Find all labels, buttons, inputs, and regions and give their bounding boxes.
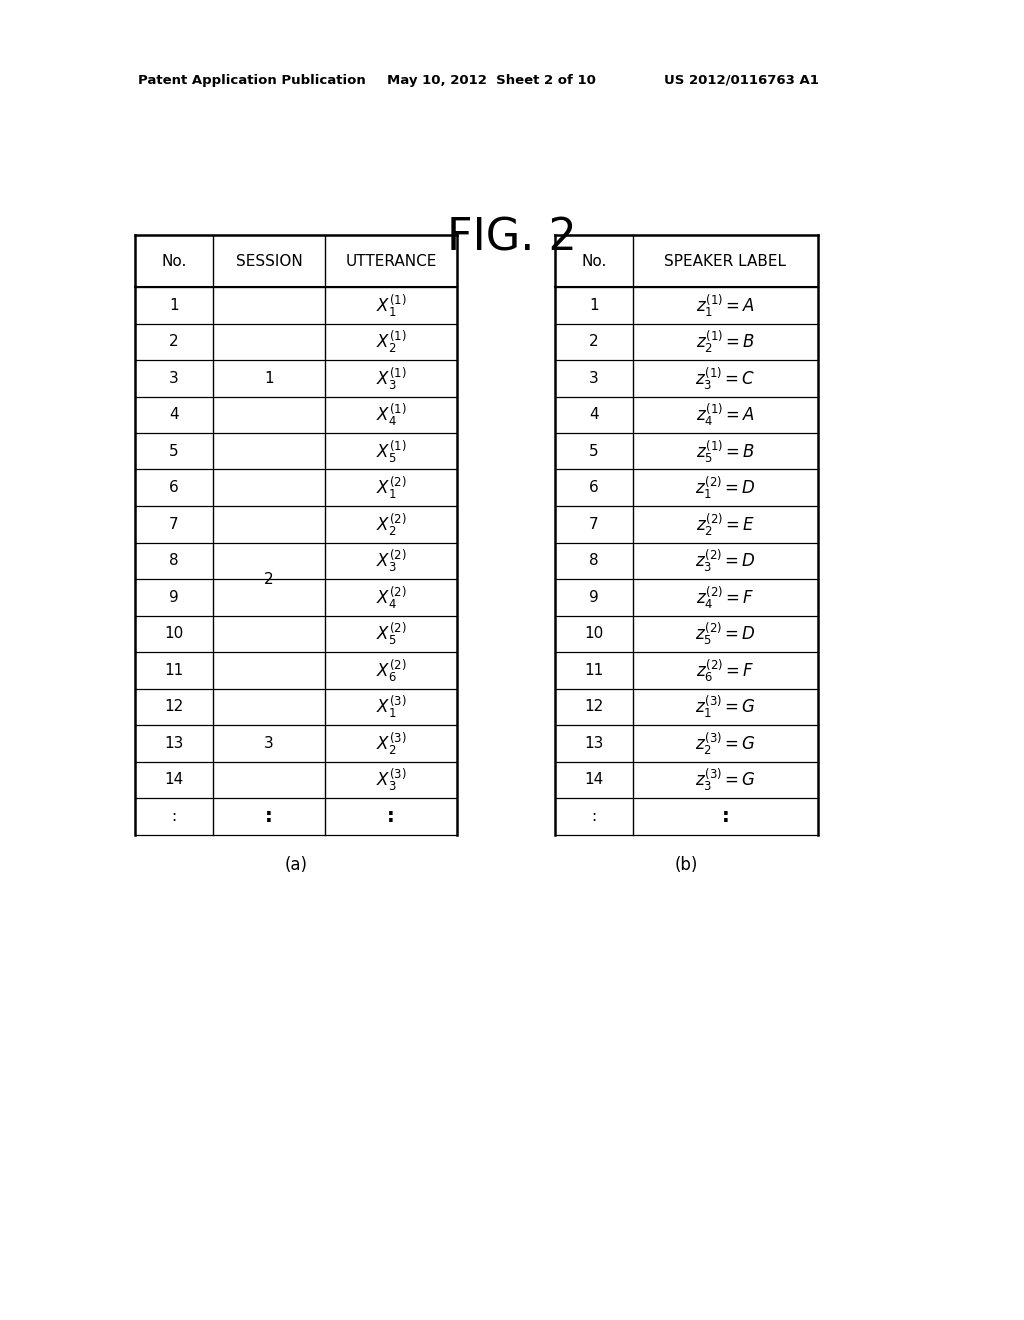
Text: $X_6^{(2)}$: $X_6^{(2)}$ [376, 657, 407, 684]
Text: $X_4^{(1)}$: $X_4^{(1)}$ [376, 401, 407, 428]
Text: 4: 4 [169, 408, 179, 422]
Text: :: : [171, 809, 176, 824]
Text: $z_3^{(3)}=G$: $z_3^{(3)}=G$ [695, 767, 756, 793]
Text: 2: 2 [264, 572, 273, 586]
Text: $z_5^{(2)}=D$: $z_5^{(2)}=D$ [695, 620, 756, 647]
Text: 10: 10 [585, 626, 603, 642]
Text: 2: 2 [589, 334, 599, 350]
Text: 11: 11 [165, 663, 183, 677]
Text: 7: 7 [169, 516, 179, 532]
Text: 6: 6 [589, 480, 599, 495]
Text: 11: 11 [585, 663, 603, 677]
Text: $z_1^{(1)}=A$: $z_1^{(1)}=A$ [696, 292, 755, 318]
Text: $z_4^{(2)}=F$: $z_4^{(2)}=F$ [696, 583, 755, 611]
Text: $z_3^{(1)}=C$: $z_3^{(1)}=C$ [695, 364, 756, 392]
Text: $X_2^{(1)}$: $X_2^{(1)}$ [376, 329, 407, 355]
Text: :: : [265, 807, 272, 826]
Text: 1: 1 [264, 371, 273, 385]
Text: 5: 5 [169, 444, 179, 459]
Text: $z_2^{(3)}=G$: $z_2^{(3)}=G$ [695, 730, 756, 756]
Text: May 10, 2012  Sheet 2 of 10: May 10, 2012 Sheet 2 of 10 [387, 74, 596, 87]
Text: UTTERANCE: UTTERANCE [345, 253, 436, 268]
Text: (b): (b) [675, 857, 698, 874]
Text: $X_3^{(3)}$: $X_3^{(3)}$ [376, 767, 407, 793]
Text: 9: 9 [169, 590, 179, 605]
Text: 12: 12 [165, 700, 183, 714]
Text: $X_1^{(1)}$: $X_1^{(1)}$ [376, 292, 407, 318]
Text: SPEAKER LABEL: SPEAKER LABEL [665, 253, 786, 268]
Text: 14: 14 [585, 772, 603, 787]
Text: $z_3^{(2)}=D$: $z_3^{(2)}=D$ [695, 548, 756, 574]
Text: 1: 1 [589, 298, 599, 313]
Text: $z_5^{(1)}=B$: $z_5^{(1)}=B$ [696, 438, 755, 465]
Text: (a): (a) [285, 857, 307, 874]
Text: 5: 5 [589, 444, 599, 459]
Text: US 2012/0116763 A1: US 2012/0116763 A1 [664, 74, 818, 87]
Text: $z_1^{(2)}=D$: $z_1^{(2)}=D$ [695, 474, 756, 502]
Text: 2: 2 [169, 334, 179, 350]
Text: $X_1^{(3)}$: $X_1^{(3)}$ [376, 693, 407, 721]
Text: 4: 4 [589, 408, 599, 422]
Text: :: : [722, 807, 729, 826]
Text: $z_6^{(2)}=F$: $z_6^{(2)}=F$ [696, 657, 755, 684]
Text: 10: 10 [165, 626, 183, 642]
Text: 7: 7 [589, 516, 599, 532]
Text: $X_3^{(1)}$: $X_3^{(1)}$ [376, 364, 407, 392]
Text: 3: 3 [169, 371, 179, 385]
Text: 12: 12 [585, 700, 603, 714]
Text: :: : [387, 807, 395, 826]
Text: 6: 6 [169, 480, 179, 495]
Text: :: : [592, 809, 597, 824]
Text: 3: 3 [589, 371, 599, 385]
Text: 13: 13 [585, 735, 604, 751]
Text: SESSION: SESSION [236, 253, 302, 268]
Text: 3: 3 [264, 735, 273, 751]
Text: Patent Application Publication: Patent Application Publication [138, 74, 366, 87]
Text: No.: No. [162, 253, 186, 268]
Text: $z_1^{(3)}=G$: $z_1^{(3)}=G$ [695, 693, 756, 721]
Text: $X_3^{(2)}$: $X_3^{(2)}$ [376, 548, 407, 574]
Text: $X_5^{(1)}$: $X_5^{(1)}$ [376, 438, 407, 465]
Text: 8: 8 [589, 553, 599, 568]
Text: No.: No. [582, 253, 606, 268]
Text: $X_4^{(2)}$: $X_4^{(2)}$ [376, 583, 407, 611]
Text: $X_2^{(2)}$: $X_2^{(2)}$ [376, 511, 407, 537]
Text: 13: 13 [164, 735, 183, 751]
Text: $z_4^{(1)}=A$: $z_4^{(1)}=A$ [696, 401, 755, 428]
Text: $X_5^{(2)}$: $X_5^{(2)}$ [376, 620, 407, 647]
Text: 9: 9 [589, 590, 599, 605]
Text: FIG. 2: FIG. 2 [447, 216, 577, 260]
Text: $z_2^{(2)}=E$: $z_2^{(2)}=E$ [695, 511, 756, 537]
Text: 8: 8 [169, 553, 179, 568]
Text: $X_2^{(3)}$: $X_2^{(3)}$ [376, 730, 407, 756]
Text: $z_2^{(1)}=B$: $z_2^{(1)}=B$ [696, 329, 755, 355]
Text: 1: 1 [169, 298, 179, 313]
Text: $X_1^{(2)}$: $X_1^{(2)}$ [376, 474, 407, 502]
Text: 14: 14 [165, 772, 183, 787]
